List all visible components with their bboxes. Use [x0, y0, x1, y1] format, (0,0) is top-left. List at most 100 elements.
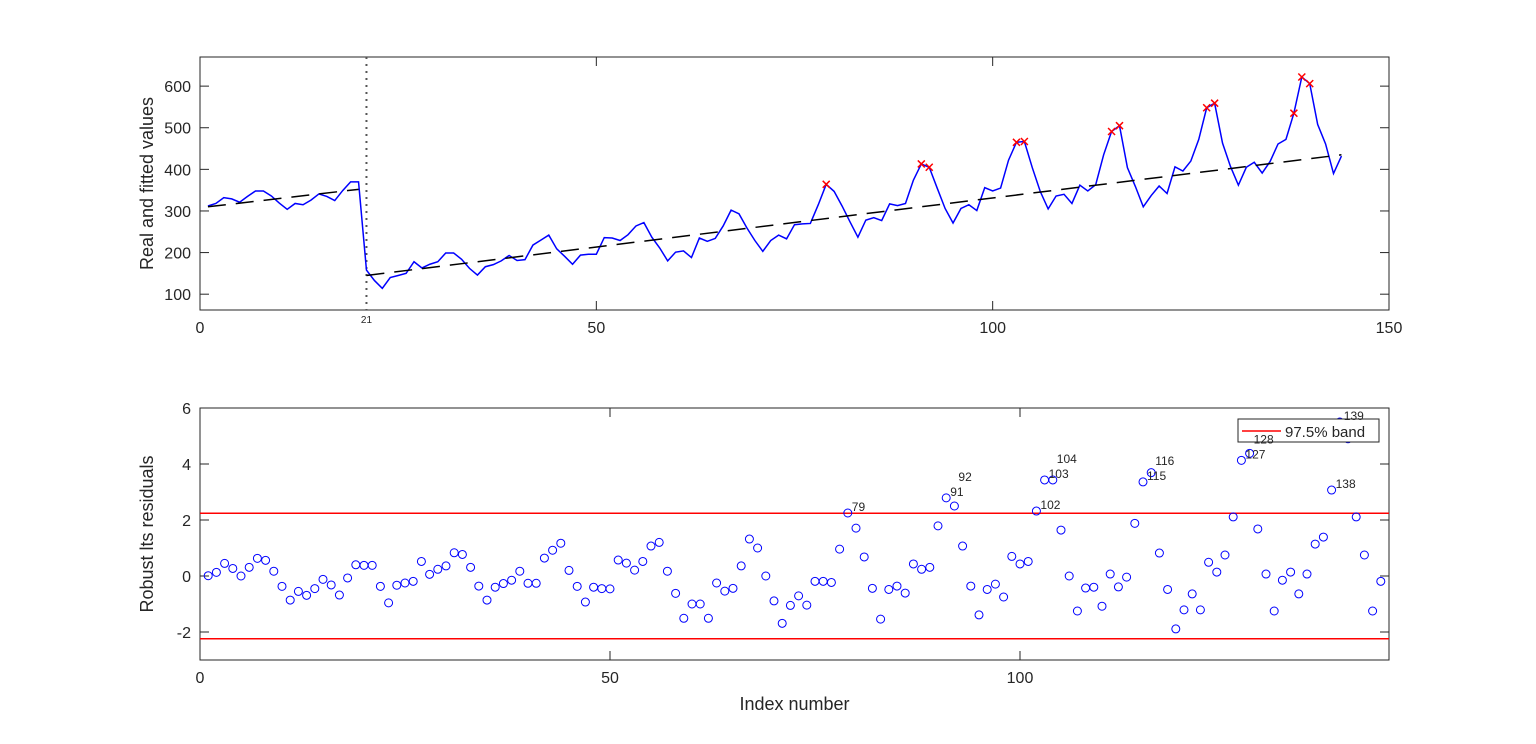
- residual-point: [343, 573, 353, 583]
- y-tick-label: 200: [164, 246, 191, 263]
- axes-1: 0 50 100 -2 0 2 4 6 Robust lts residuals Index nu…: [137, 401, 1390, 714]
- outlier-marker: [1115, 121, 1124, 130]
- residual-point: [1072, 606, 1082, 616]
- residual-point: [876, 614, 886, 624]
- point-label: 128: [1254, 432, 1274, 446]
- residual-point: [769, 596, 779, 606]
- point-label: 139: [1344, 409, 1364, 423]
- residual-point: [474, 581, 484, 591]
- residual-point: [531, 578, 541, 588]
- residual-point: [720, 586, 730, 596]
- residual-point: [958, 541, 968, 551]
- residual-point: [892, 581, 902, 591]
- residual-point: [285, 595, 295, 605]
- residual-point: [507, 575, 517, 585]
- residual-point: [1310, 539, 1320, 549]
- residual-point: [408, 576, 418, 586]
- residual-point: [654, 537, 664, 547]
- residual-point: [1318, 532, 1328, 542]
- residual-point: [646, 541, 656, 551]
- outlier-marker: [1210, 99, 1219, 108]
- residual-point: [490, 582, 500, 592]
- residual-point: [761, 571, 771, 581]
- residual-point: [794, 591, 804, 601]
- residual-point: [695, 599, 705, 609]
- x-tick-label: 150: [1376, 320, 1403, 337]
- residual-point: [1097, 601, 1107, 611]
- residual-point: [392, 580, 402, 590]
- point-label: 116: [1155, 454, 1174, 468]
- residual-point: [1376, 576, 1386, 586]
- residual-point: [949, 501, 959, 511]
- residual-point: [580, 597, 590, 607]
- residual-point: [384, 598, 394, 608]
- residual-point: [1048, 475, 1058, 485]
- residual-point: [277, 581, 287, 591]
- residual-point: [498, 579, 508, 589]
- residual-point: [802, 600, 812, 610]
- residual-point: [1245, 448, 1255, 458]
- residual-point: [1253, 524, 1263, 534]
- residual-point: [326, 580, 336, 590]
- outlier-x: [1210, 99, 1219, 108]
- residual-point: [826, 577, 836, 587]
- y-tick-label: -2: [177, 625, 191, 642]
- residual-point: [572, 581, 582, 591]
- residual-point: [1179, 605, 1189, 615]
- residual-point: [1212, 567, 1222, 577]
- residual-point: [999, 592, 1009, 602]
- outlier-x: [917, 159, 926, 168]
- outlier-x: [1115, 121, 1124, 130]
- x-tick-label: 0: [196, 320, 205, 337]
- outlier-marker: [1020, 137, 1029, 146]
- residual-point: [400, 578, 410, 588]
- residual-point: [835, 544, 845, 554]
- residual-point: [851, 523, 861, 533]
- residual-point: [744, 534, 754, 544]
- residual-point: [1368, 606, 1378, 616]
- residual-point: [1195, 605, 1205, 615]
- point-label: 115: [1147, 469, 1166, 483]
- point-label: 103: [1049, 467, 1069, 481]
- x-tick-label: 50: [601, 670, 619, 687]
- point-label: 92: [958, 470, 972, 484]
- outlier-x: [1020, 137, 1029, 146]
- residual-point: [925, 562, 935, 572]
- point-label: 127: [1245, 447, 1265, 461]
- residual-point: [777, 618, 787, 628]
- x-tick-label: 100: [979, 320, 1006, 337]
- residual-point: [900, 588, 910, 598]
- residual-point: [310, 584, 320, 594]
- residual-point: [1146, 468, 1156, 478]
- residual-point: [1138, 477, 1148, 487]
- residual-point: [1351, 512, 1361, 522]
- residual-point: [425, 569, 435, 579]
- residual-point: [441, 561, 451, 571]
- residual-point: [318, 574, 328, 584]
- residual-point: [1015, 559, 1025, 569]
- residual-point: [712, 578, 722, 588]
- residual-point: [1163, 584, 1173, 594]
- residual-point: [1236, 455, 1246, 465]
- outlier-x: [1297, 72, 1306, 82]
- outlier-marker: [925, 163, 934, 172]
- y-tick-label: 600: [164, 79, 191, 96]
- real-values-line: [207, 75, 1343, 290]
- y-tick-label: 4: [182, 457, 191, 474]
- residual-point: [982, 584, 992, 594]
- y-tick-label: 500: [164, 121, 191, 138]
- residual-point: [1007, 551, 1017, 561]
- residual-point: [933, 521, 943, 531]
- point-label: 104: [1057, 452, 1077, 466]
- residual-point: [1171, 624, 1181, 634]
- residual-point: [293, 586, 303, 596]
- residual-point: [1113, 582, 1123, 592]
- residual-point: [1187, 589, 1197, 599]
- residual-point: [466, 562, 476, 572]
- residual-point: [1031, 506, 1041, 516]
- y-tick-label: 2: [182, 513, 191, 530]
- residual-point: [252, 553, 262, 563]
- outlier-x: [1107, 127, 1116, 136]
- legend-label: 97.5% band: [1285, 424, 1365, 441]
